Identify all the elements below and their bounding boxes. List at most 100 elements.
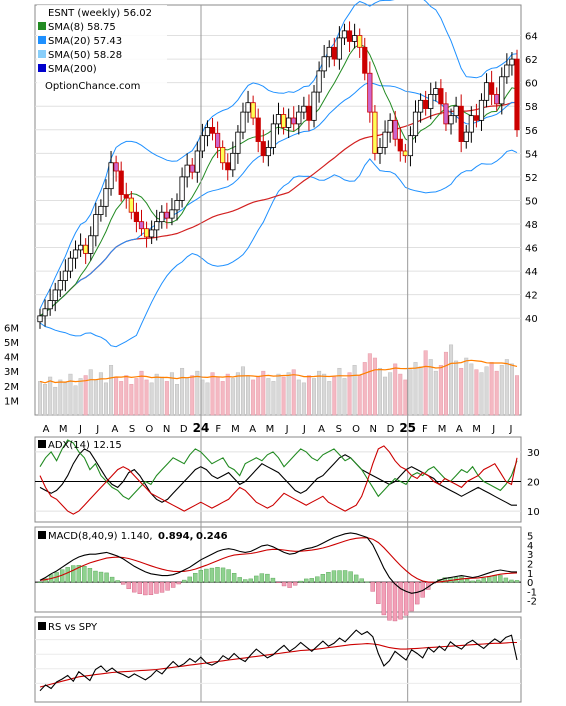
legend-swatch-sma50	[38, 50, 46, 58]
candle-body	[260, 141, 266, 157]
volume-bar	[83, 375, 88, 416]
macd-histogram-bar	[353, 574, 359, 583]
macd-histogram-bar	[470, 580, 475, 583]
candle-body	[154, 221, 160, 231]
macd-histogram-bar	[475, 579, 481, 583]
macd-histogram-bar	[320, 574, 326, 583]
x-tick-label: S	[336, 424, 342, 435]
macd-hist-value: 0.246	[196, 531, 228, 542]
macd-histogram-bar	[204, 568, 209, 583]
candle-body	[473, 115, 480, 121]
rs-label-text: RS vs SPY	[48, 622, 98, 633]
macd-histogram-bar	[170, 581, 176, 588]
volume-bar	[474, 369, 479, 416]
volume-bar	[230, 378, 235, 416]
volume-bar	[322, 373, 327, 416]
candle-body	[88, 235, 94, 254]
volume-bar	[43, 384, 48, 416]
candle-body	[72, 249, 79, 259]
macd-tick-label: 3	[527, 550, 533, 561]
volume-bar	[352, 365, 357, 416]
macd-histogram-bar	[148, 581, 154, 595]
macd-histogram-bar	[337, 570, 342, 583]
volume-bar	[337, 367, 342, 416]
x-tick-label: F	[215, 424, 221, 435]
volume-bar	[347, 372, 352, 416]
candle-body	[443, 103, 449, 125]
volume-bar	[459, 367, 464, 416]
volume-bar	[73, 385, 78, 416]
adx-label: ADX(14) 12.15	[38, 440, 122, 451]
candle-body	[326, 46, 332, 58]
volume-bar	[78, 378, 83, 416]
candle-body	[159, 211, 165, 223]
candle-body	[47, 300, 53, 310]
macd-histogram-bar	[120, 581, 126, 585]
volume-bar	[423, 350, 428, 416]
macd-panel	[34, 526, 522, 613]
candle-body	[245, 102, 251, 113]
price-tick-label: 46	[525, 244, 538, 255]
x-tick-label: J	[95, 424, 99, 435]
candle-body	[225, 162, 231, 171]
volume-bar	[261, 370, 266, 416]
volume-bar	[240, 366, 245, 416]
adx-tick-label: 20	[527, 477, 540, 488]
x-tick-label: M	[59, 424, 68, 435]
candle-body	[453, 105, 459, 117]
volume-bar	[367, 353, 372, 416]
candle-body	[37, 315, 43, 323]
volume-bar	[185, 378, 190, 416]
x-tick-label: N	[369, 424, 376, 435]
macd-histogram-bar	[326, 572, 331, 583]
candle-body	[138, 221, 145, 230]
candle-body	[417, 99, 424, 113]
volume-bar	[484, 366, 489, 416]
legend-swatch-sma20	[38, 36, 46, 44]
macd-tick-label: 4	[527, 541, 533, 552]
candle-body	[489, 82, 495, 95]
upper-band-line	[39, 0, 518, 310]
macd-histogram-bar	[498, 575, 503, 583]
volume-bar	[479, 372, 484, 416]
macd-histogram-bar	[514, 580, 520, 583]
candle-body	[367, 72, 373, 113]
candle-body	[291, 117, 297, 125]
candle-body	[387, 119, 393, 133]
macd-histogram-bar	[398, 581, 403, 620]
candle-body	[296, 111, 302, 125]
candle-body	[468, 115, 474, 133]
volume-bar	[413, 362, 418, 416]
adx-panel	[34, 436, 522, 523]
macd-histogram-bar	[359, 578, 364, 583]
candle-body	[316, 70, 322, 93]
candle-body	[423, 99, 429, 109]
volume-bar	[312, 378, 317, 416]
volume-bar	[119, 381, 124, 416]
candle-body	[189, 164, 195, 173]
volume-bar	[393, 363, 398, 416]
price-tick-label: 62	[525, 55, 538, 66]
macd-histogram-bar	[98, 571, 104, 583]
x-tick-label: A	[456, 424, 463, 435]
volume-tick-label: 2M	[4, 382, 19, 393]
macd-histogram-bar	[276, 581, 281, 583]
macd-histogram-bar	[76, 565, 82, 583]
price-tick-label: 64	[525, 32, 538, 43]
candle-body	[67, 257, 74, 272]
volume-bar	[362, 362, 367, 416]
macd-histogram-bar	[387, 581, 392, 621]
volume-bar	[129, 384, 134, 416]
candle-body	[275, 114, 282, 125]
macd-histogram-bar	[464, 578, 470, 583]
volume-bar	[332, 376, 337, 416]
macd-tick-label: -1	[527, 587, 537, 598]
candle-body	[280, 114, 287, 128]
candle-body	[362, 46, 368, 74]
volume-tick-label: 5M	[4, 338, 19, 349]
x-tick-label: J	[285, 424, 289, 435]
candle-body	[184, 164, 190, 178]
sma20-line	[39, 81, 518, 317]
volume-bar	[428, 359, 433, 416]
lower-band-line	[39, 149, 518, 348]
